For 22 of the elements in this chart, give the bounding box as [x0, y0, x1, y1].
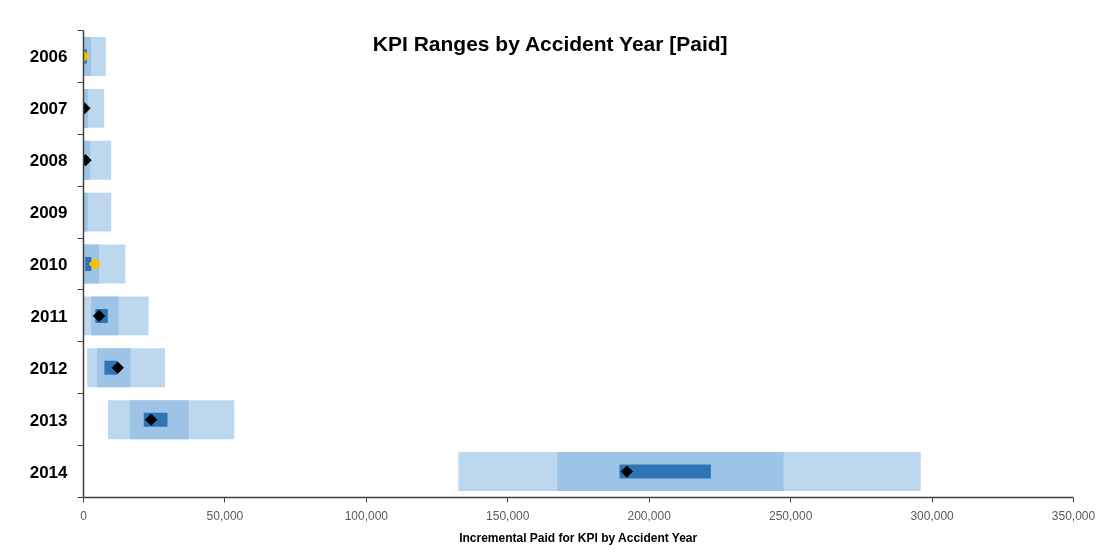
y-tick-label: 2007 [29, 99, 68, 119]
y-tick-label: 2009 [29, 203, 68, 223]
bar [619, 464, 711, 479]
x-tick-label: 250,000 [768, 508, 813, 523]
y-tick-label: 2010 [29, 255, 68, 274]
y-tick-label: 2014 [29, 462, 69, 482]
chart-title: KPI Ranges by Accident Year [Paid] [372, 32, 728, 56]
point [620, 465, 634, 478]
bar [83, 192, 88, 232]
x-tick-label: 300,000 [910, 508, 955, 523]
y-tick-label: 2013 [29, 410, 68, 430]
x-axis-title: Incremental Paid for KPI by Accident Year [459, 530, 698, 545]
x-tick-label: 0 [80, 508, 88, 523]
x-tick-label: 50,000 [206, 508, 244, 523]
y-tick-label: 2012 [29, 358, 68, 378]
x-tick-label: 200,000 [627, 508, 672, 523]
x-tick-label: 100,000 [344, 508, 389, 523]
x-tick-label: 350,000 [1051, 508, 1096, 523]
y-tick-label: 2006 [29, 47, 68, 67]
y-tick-label: 2008 [29, 151, 68, 171]
x-tick-label: 150,000 [486, 508, 530, 523]
y-tick-label: 2011 [30, 306, 68, 326]
